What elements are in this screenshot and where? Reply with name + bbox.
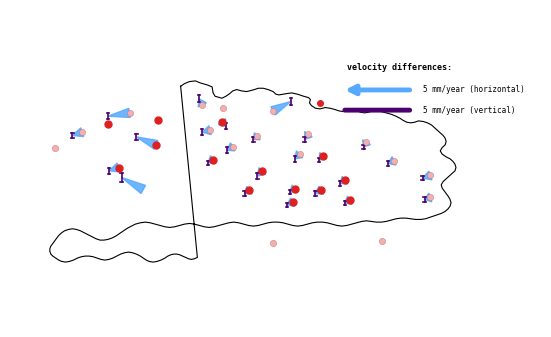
Polygon shape (218, 119, 226, 126)
Polygon shape (108, 108, 130, 118)
Polygon shape (388, 157, 396, 165)
Polygon shape (271, 101, 291, 115)
Polygon shape (305, 131, 312, 140)
Polygon shape (202, 126, 211, 135)
Polygon shape (363, 140, 370, 147)
Polygon shape (287, 198, 295, 206)
Polygon shape (295, 151, 303, 159)
Polygon shape (315, 186, 323, 194)
Polygon shape (227, 143, 235, 151)
Polygon shape (345, 196, 352, 204)
Polygon shape (319, 153, 327, 160)
Polygon shape (208, 156, 215, 163)
Polygon shape (253, 133, 260, 140)
Text: 5 mm/year (vertical): 5 mm/year (vertical) (423, 105, 516, 115)
Polygon shape (340, 176, 348, 184)
Text: 5 mm/year (horizontal): 5 mm/year (horizontal) (423, 86, 525, 94)
Text: velocity differences:: velocity differences: (348, 63, 452, 72)
Polygon shape (245, 186, 252, 194)
Polygon shape (109, 163, 120, 172)
Polygon shape (424, 193, 432, 202)
Polygon shape (73, 128, 84, 136)
Polygon shape (257, 168, 266, 176)
Polygon shape (198, 99, 207, 107)
Polygon shape (290, 185, 298, 193)
Polygon shape (137, 137, 158, 149)
Polygon shape (423, 171, 432, 180)
Polygon shape (122, 178, 145, 193)
